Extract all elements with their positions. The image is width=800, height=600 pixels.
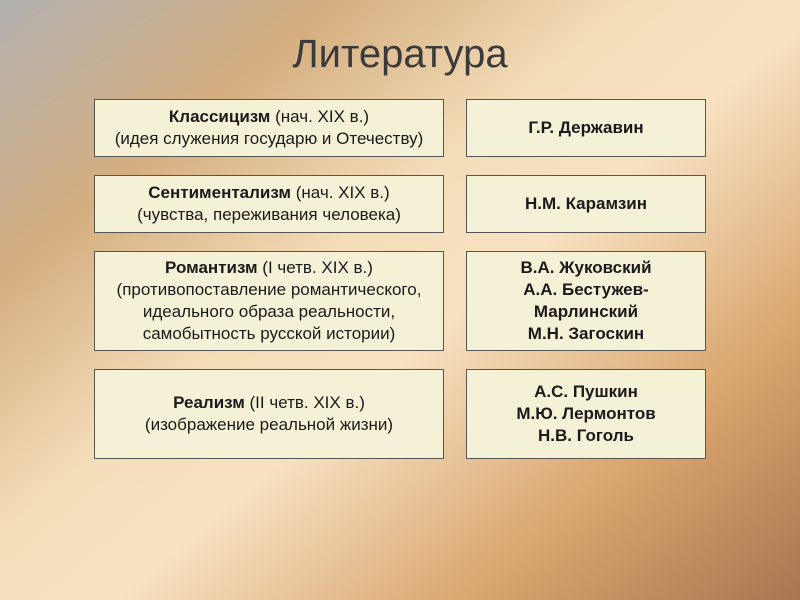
movement-desc: (изображение реальной жизни) — [145, 414, 393, 436]
author-label: Н.В. Гоголь — [538, 425, 634, 447]
movement-period: (I четв. ХIХ в.) — [258, 258, 373, 277]
movement-period: (нач. ХIХ в.) — [291, 183, 390, 202]
row-realism: Реализм (II четв. ХIХ в.) (изображение р… — [94, 369, 706, 459]
author-label: М.Н. Загоскин — [528, 323, 644, 345]
movement-name: Реализм — [173, 393, 245, 412]
movement-romanticism: Романтизм (I четв. ХIХ в.) (противопоста… — [94, 251, 444, 351]
content-grid: Классицизм (нач. ХIХ в.) (идея служения … — [94, 99, 706, 459]
movement-desc: (чувства, переживания человека) — [137, 204, 401, 226]
author-label: А.А. Бестужев-Марлинский — [477, 279, 695, 323]
movement-classicism: Классицизм (нач. ХIХ в.) (идея служения … — [94, 99, 444, 157]
movement-name: Романтизм — [165, 258, 258, 277]
author-label: А.С. Пушкин — [534, 381, 638, 403]
row-sentimentalism: Сентиментализм (нач. ХIХ в.) (чувства, п… — [94, 175, 706, 233]
authors-realism: А.С. Пушкин М.Ю. Лермонтов Н.В. Гоголь — [466, 369, 706, 459]
movement-name: Сентиментализм — [148, 183, 291, 202]
author-label: В.А. Жуковский — [520, 257, 651, 279]
movement-realism: Реализм (II четв. ХIХ в.) (изображение р… — [94, 369, 444, 459]
author-label: Н.М. Карамзин — [525, 193, 647, 215]
authors-classicism: Г.Р. Державин — [466, 99, 706, 157]
author-label: М.Ю. Лермонтов — [516, 403, 655, 425]
movement-desc: (противопоставление романтического, идеа… — [105, 279, 433, 345]
movement-desc: (идея служения государю и Отечеству) — [115, 128, 424, 150]
author-label: Г.Р. Державин — [528, 117, 643, 139]
movement-sentimentalism: Сентиментализм (нач. ХIХ в.) (чувства, п… — [94, 175, 444, 233]
authors-sentimentalism: Н.М. Карамзин — [466, 175, 706, 233]
movement-period: (II четв. ХIХ в.) — [245, 393, 365, 412]
authors-romanticism: В.А. Жуковский А.А. Бестужев-Марлинский … — [466, 251, 706, 351]
movement-name: Классицизм — [169, 107, 271, 126]
row-classicism: Классицизм (нач. ХIХ в.) (идея служения … — [94, 99, 706, 157]
row-romanticism: Романтизм (I четв. ХIХ в.) (противопоста… — [94, 251, 706, 351]
slide-title: Литература — [292, 32, 507, 77]
movement-period: (нач. ХIХ в.) — [270, 107, 369, 126]
